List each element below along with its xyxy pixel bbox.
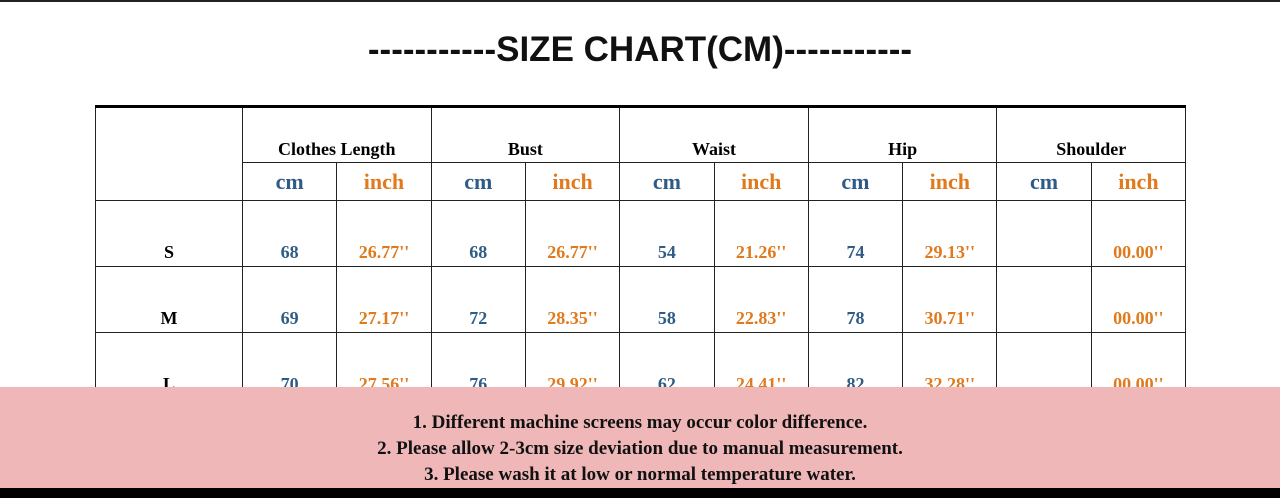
group-header-row: Clothes Length Bust Waist Hip Shoulder bbox=[95, 106, 1187, 201]
bottom-bar bbox=[0, 488, 1280, 498]
top-border bbox=[0, 0, 1280, 2]
measure-cell: 30.71'' bbox=[902, 266, 998, 333]
unit-header: inch bbox=[1090, 162, 1187, 201]
size-table: Clothes Length Bust Waist Hip Shoulder cm inch… bbox=[95, 105, 1187, 399]
measure-cell: 78 bbox=[807, 266, 904, 333]
title: -----------SIZE CHART(CM)----------- bbox=[367, 30, 913, 69]
size-row: L 70 27.56'' 76 29.92'' 62 24.41'' 82 32.28'' 00.… bbox=[95, 332, 1187, 399]
unit-header: inch bbox=[713, 162, 809, 201]
size-row: M 69 27.17'' 72 28.35'' 58 22.83'' 78 30.71'' 00.… bbox=[95, 266, 1187, 333]
measure-cell: 74 bbox=[807, 200, 904, 267]
measure-cell: 28.35'' bbox=[524, 266, 621, 333]
corner-cell bbox=[95, 106, 243, 201]
note: 2. Please allow 2-3cm size deviation due… bbox=[377, 438, 903, 459]
measure-cell: 22.83'' bbox=[713, 266, 809, 333]
unit-header: inch bbox=[902, 162, 998, 201]
group-header: Shoulder bbox=[996, 106, 1187, 163]
unit-header: cm bbox=[619, 162, 715, 201]
measure-cell: 58 bbox=[619, 266, 715, 333]
measure-cell: 54 bbox=[619, 200, 715, 267]
group-header: Clothes Length bbox=[242, 106, 432, 163]
unit-header: cm bbox=[807, 162, 904, 201]
size-row: S 68 26.77'' 68 26.77'' 54 21.26'' 74 29.13'' 00.… bbox=[95, 200, 1187, 267]
measure-cell: 29.13'' bbox=[902, 200, 998, 267]
unit-header: cm bbox=[430, 162, 526, 201]
group-header: Hip bbox=[807, 106, 998, 163]
size-label: M bbox=[95, 266, 243, 333]
measure-cell: 26.77'' bbox=[524, 200, 621, 267]
measure-cell: 72 bbox=[430, 266, 526, 333]
measure-cell: 68 bbox=[241, 200, 338, 267]
unit-header: inch bbox=[524, 162, 621, 201]
measure-cell: 21.26'' bbox=[713, 200, 809, 267]
size-label: S bbox=[95, 200, 243, 267]
unit-header: inch bbox=[336, 162, 432, 201]
measure-cell: 00.00'' bbox=[1090, 200, 1187, 267]
unit-header-row: cm inch cm inch cm inch cm inch cm inch bbox=[96, 162, 1187, 201]
measure-cell bbox=[996, 266, 1092, 333]
measure-cell: 27.17'' bbox=[336, 266, 432, 333]
measure-cell: 68 bbox=[430, 200, 526, 267]
unit-header: cm bbox=[996, 162, 1092, 201]
note: 3. Please wash it at low or normal tempe… bbox=[424, 464, 856, 485]
group-header: Bust bbox=[430, 106, 621, 163]
notes-band: 1. Different machine screens may occur c… bbox=[0, 387, 1280, 488]
group-header: Waist bbox=[619, 106, 809, 163]
unit-header: cm bbox=[241, 162, 338, 201]
note: 1. Different machine screens may occur c… bbox=[412, 412, 868, 433]
measure-cell: 26.77'' bbox=[336, 200, 432, 267]
measure-cell bbox=[996, 200, 1092, 267]
measure-cell: 69 bbox=[241, 266, 338, 333]
measure-cell: 00.00'' bbox=[1090, 266, 1187, 333]
